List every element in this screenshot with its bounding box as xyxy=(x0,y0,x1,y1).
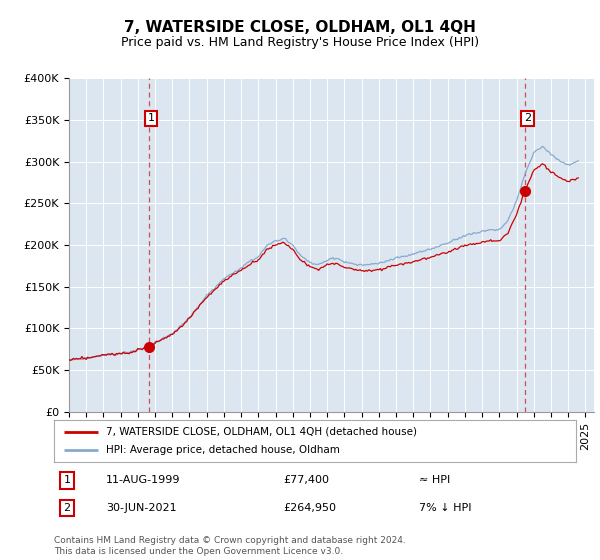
Text: 11-AUG-1999: 11-AUG-1999 xyxy=(106,475,181,486)
Text: 1: 1 xyxy=(148,113,155,123)
Text: 7, WATERSIDE CLOSE, OLDHAM, OL1 4QH (detached house): 7, WATERSIDE CLOSE, OLDHAM, OL1 4QH (det… xyxy=(106,427,417,437)
Text: HPI: Average price, detached house, Oldham: HPI: Average price, detached house, Oldh… xyxy=(106,445,340,455)
Text: £77,400: £77,400 xyxy=(284,475,329,486)
Text: 7, WATERSIDE CLOSE, OLDHAM, OL1 4QH: 7, WATERSIDE CLOSE, OLDHAM, OL1 4QH xyxy=(124,20,476,35)
Text: Price paid vs. HM Land Registry's House Price Index (HPI): Price paid vs. HM Land Registry's House … xyxy=(121,36,479,49)
Text: 2: 2 xyxy=(64,503,71,513)
Text: £264,950: £264,950 xyxy=(284,503,337,513)
Text: 7% ↓ HPI: 7% ↓ HPI xyxy=(419,503,472,513)
Text: 30-JUN-2021: 30-JUN-2021 xyxy=(106,503,177,513)
Text: ≈ HPI: ≈ HPI xyxy=(419,475,451,486)
Text: Contains HM Land Registry data © Crown copyright and database right 2024.
This d: Contains HM Land Registry data © Crown c… xyxy=(54,536,406,556)
Text: 2: 2 xyxy=(524,113,531,123)
Text: 1: 1 xyxy=(64,475,71,486)
